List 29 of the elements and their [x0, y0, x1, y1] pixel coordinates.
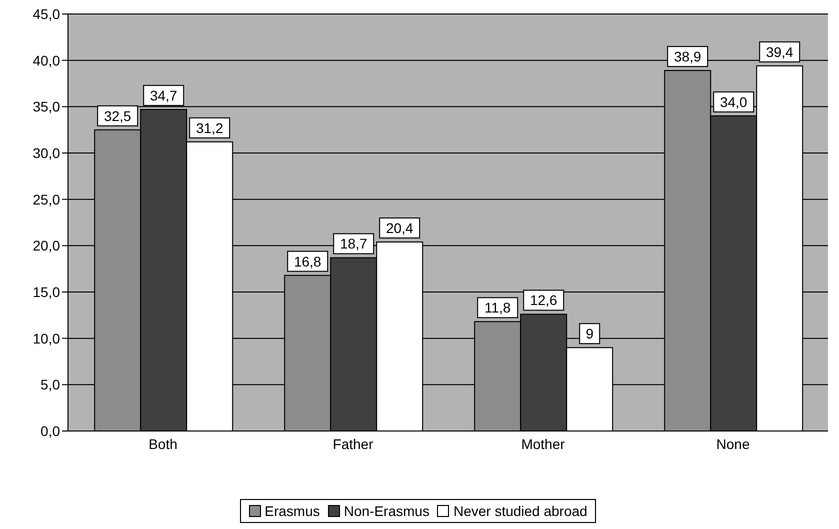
data-label: 34,7: [150, 87, 178, 104]
y-tick-label: 0,0: [40, 422, 60, 439]
y-tick-label: 25,0: [32, 191, 60, 208]
y-tick-label: 10,0: [32, 330, 60, 346]
data-label: 18,7: [340, 236, 368, 252]
data-label: 16,8: [294, 253, 322, 270]
data-label: 32,5: [104, 108, 132, 124]
y-tick-label: 30,0: [32, 144, 60, 161]
data-label: 38,9: [674, 48, 702, 65]
legend-label: Never studied abroad: [452, 503, 588, 519]
y-tick-label: 40,0: [32, 52, 60, 68]
data-label: 39,4: [766, 44, 794, 60]
y-tick-label: 35,0: [32, 98, 60, 115]
x-tick-label: Both: [148, 436, 178, 452]
x-tick-label: None: [716, 436, 750, 452]
y-tick-label: 45,0: [32, 6, 60, 22]
data-label: 20,4: [386, 220, 414, 236]
x-tick-label: Mother: [521, 436, 566, 452]
data-label: 11,8: [484, 300, 511, 316]
data-label: 9: [586, 326, 594, 342]
y-tick-label: 20,0: [32, 238, 60, 254]
y-tick-label: 5,0: [40, 376, 60, 393]
data-label: 12,6: [530, 292, 558, 308]
legend-label: Non-Erasmus: [342, 503, 430, 519]
data-label: 31,2: [196, 120, 224, 136]
y-tick-label: 15,0: [32, 284, 60, 300]
legend-label: Erasmus: [264, 503, 320, 519]
x-tick-label: Father: [332, 436, 374, 452]
data-label: 34,0: [720, 94, 748, 110]
